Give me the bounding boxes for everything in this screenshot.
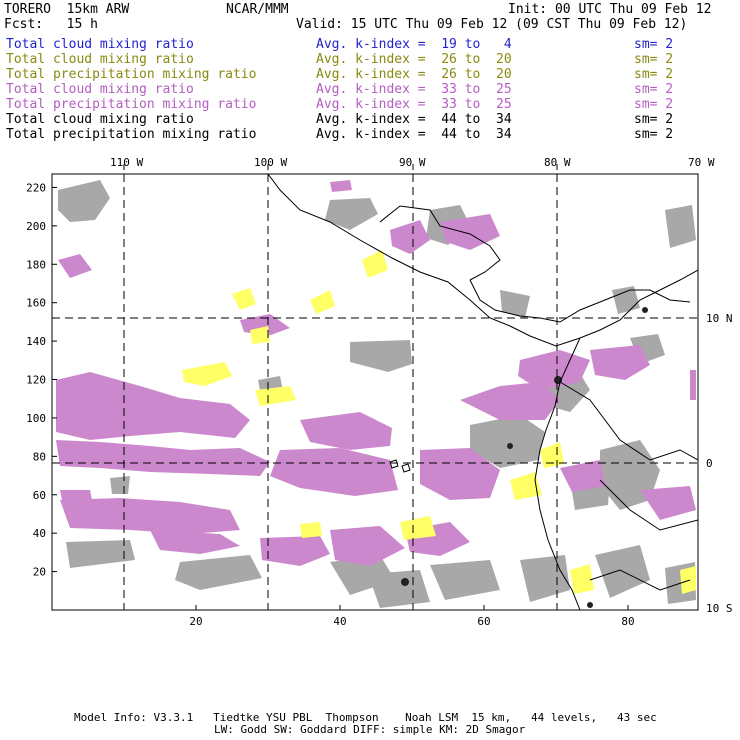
y-tick-label: 20 [33,566,46,579]
cloud-fields [56,180,696,608]
yucatan-coast [379,205,501,281]
model-title: TORERO 15km ARW [4,2,130,17]
latitude-labels: 10 N 0 10 S [706,312,733,615]
legend-smoothing: sm= 2 [634,67,674,82]
yellow-cloud-field [182,250,696,594]
x-tick-label: 20 [189,615,202,628]
legend-k-index: Avg. k-index = 44 to 34 [316,127,512,142]
legend-field-name: Total cloud mixing ratio [6,82,194,97]
legend-k-index: Avg. k-index = 26 to 20 [316,67,512,82]
legend-k-index: Avg. k-index = 33 to 25 [316,97,512,112]
organization: NCAR/MMM [226,2,289,17]
legend-row: Total precipitation mixing ratio Avg. k-… [6,97,736,112]
legend-field-name: Total cloud mixing ratio [6,37,194,52]
legend-smoothing: sm= 2 [634,127,674,142]
legend-k-index: Avg. k-index = 44 to 34 [316,112,512,127]
latlon-grid [52,174,698,610]
legend-row: Total precipitation mixing ratio Avg. k-… [6,127,736,142]
inland-border [559,381,698,461]
y-grid-ticks: 220 200 180 160 140 120 100 80 60 40 20 [26,181,57,579]
model-physics: LW: Godd SW: Goddard DIFF: simple KM: 2D… [214,723,526,736]
central-america-coast [267,174,698,347]
lon-label: 110 W [110,156,143,169]
y-tick-label: 200 [26,220,46,233]
y-tick-label: 220 [26,181,46,194]
legend-field-name: Total precipitation mixing ratio [6,127,257,142]
map-frame [51,173,699,611]
y-tick-label: 160 [26,297,46,310]
y-tick-label: 180 [26,258,46,271]
south-america-coast [534,337,581,610]
lon-label: 70 W [688,156,715,169]
y-tick-label: 140 [26,335,46,348]
longitude-labels: 110 W 100 W 90 W 80 W 70 W [110,156,715,169]
legend-row: Total cloud mixing ratio Avg. k-index = … [6,37,736,52]
valid-time: Valid: 15 UTC Thu 09 Feb 12 (09 CST Thu … [296,17,688,32]
legend-smoothing: sm= 2 [634,82,674,97]
inland-border [599,479,698,531]
y-tick-label: 40 [33,527,46,540]
legend-smoothing: sm= 2 [634,112,674,127]
caribbean-coast [469,279,691,323]
y-tick-label: 60 [33,489,46,502]
lon-ticks [123,164,558,170]
lon-label: 100 W [254,156,287,169]
forecast-hour: Fcst: 15 h [4,17,98,32]
init-time: Init: 00 UTC Thu 09 Feb 12 [508,2,712,17]
legend-k-index: Avg. k-index = 33 to 25 [316,82,512,97]
legend-field-name: Total precipitation mixing ratio [6,97,257,112]
lat-label: 10 S [706,602,733,615]
y-tick-label: 80 [33,450,46,463]
y-tick-label: 100 [26,412,46,425]
weather-map: 110 W 100 W 90 W 80 W 70 W 10 N 0 10 S [26,156,733,628]
y-tick-label: 120 [26,374,46,387]
legend-row: Total cloud mixing ratio Avg. k-index = … [6,52,736,67]
legend-field-name: Total precipitation mixing ratio [6,67,257,82]
legend-row: Total cloud mixing ratio Avg. k-index = … [6,82,736,97]
model-info: Model Info: V3.3.1 Tiedtke YSU PBL Thomp… [74,711,657,724]
coastlines [267,174,698,610]
legend-k-index: Avg. k-index = 19 to 4 [316,37,512,52]
legend-row: Total cloud mixing ratio Avg. k-index = … [6,112,736,127]
lat-label: 10 N [706,312,733,325]
legend-row: Total precipitation mixing ratio Avg. k-… [6,67,736,82]
legend-field-name: Total cloud mixing ratio [6,112,194,127]
lat-label: 0 [706,457,713,470]
x-tick-label: 60 [477,615,490,628]
legend-smoothing: sm= 2 [634,52,674,67]
x-tick-label: 40 [333,615,346,628]
inland-border [589,569,691,591]
lon-label: 90 W [399,156,426,169]
x-grid-ticks: 2040608010012014016018020022024026028030… [189,605,635,628]
violet-cloud-field [56,180,696,566]
legend-k-index: Avg. k-index = 26 to 20 [316,52,512,67]
galapagos-islands [389,459,411,473]
lon-label: 80 W [544,156,571,169]
legend-field-name: Total cloud mixing ratio [6,52,194,67]
x-tick-label: 80 [621,615,634,628]
legend-smoothing: sm= 2 [634,97,674,112]
legend-smoothing: sm= 2 [634,37,674,52]
